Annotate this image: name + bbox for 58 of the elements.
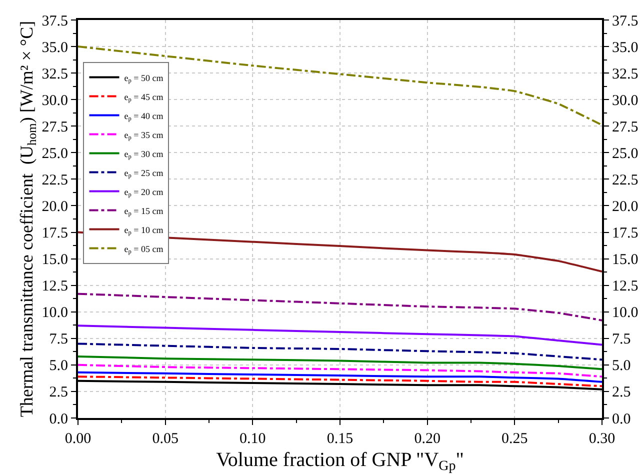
y2-tick-label: 0.0 bbox=[612, 411, 631, 428]
legend-label: e$_{p}$ = 25 cm bbox=[124, 168, 164, 180]
x-tick-label: 0.20 bbox=[414, 431, 440, 447]
x-tick-label: 0.05 bbox=[152, 431, 178, 447]
line-series bbox=[78, 46, 602, 126]
y-tick-label: 17.5 bbox=[42, 226, 68, 242]
y2-tick-label: 35.0 bbox=[612, 40, 638, 56]
legend-label: e$_{p}$ = 20 cm bbox=[124, 186, 164, 199]
y-tick-label: 10.0 bbox=[42, 305, 68, 322]
x-tick-label: 0.10 bbox=[240, 431, 266, 447]
line-series bbox=[78, 364, 602, 378]
y-tick-label: 25.0 bbox=[42, 146, 68, 162]
y2-tick-label: 15.0 bbox=[612, 252, 638, 268]
y-tick-label: 22.5 bbox=[42, 172, 68, 188]
x-tick-label: 0.30 bbox=[588, 431, 616, 447]
y2-tick-label: 5.0 bbox=[612, 358, 631, 374]
y2-tick-label: 32.5 bbox=[612, 66, 638, 82]
x-axis-title: Volume fraction of GNP "V$_{Gp}$" bbox=[216, 448, 464, 474]
y2-tick-label: 2.5 bbox=[612, 384, 631, 401]
line-series bbox=[78, 376, 602, 388]
line-series bbox=[78, 342, 602, 361]
y2-tick-label: 37.5 bbox=[612, 13, 638, 30]
y-tick-label: 20.0 bbox=[42, 198, 68, 215]
legend-label: e$_{p}$ = 10 cm bbox=[124, 224, 164, 237]
line-series bbox=[78, 355, 602, 370]
y-tick-label: 35.0 bbox=[42, 40, 68, 56]
y-tick-label: 15.0 bbox=[42, 252, 68, 268]
y-tick-label: 30.0 bbox=[42, 92, 68, 109]
legend-label: e$_{p}$ = 40 cm bbox=[124, 110, 164, 123]
y2-tick-label: 12.5 bbox=[612, 278, 638, 295]
y2-tick-label: 27.5 bbox=[612, 119, 638, 136]
legend-label: e$_{p}$ = 30 cm bbox=[124, 148, 164, 161]
y-tick-label: 5.0 bbox=[49, 358, 68, 374]
legend-label: e$_{p}$ = 35 cm bbox=[124, 130, 164, 142]
legend-label: e$_{p}$ = 15 cm bbox=[124, 206, 164, 218]
legend-label: e$_{p}$ = 05 cm bbox=[124, 244, 164, 256]
line-series bbox=[78, 292, 602, 322]
y-tick-label: 7.5 bbox=[49, 332, 68, 348]
y2-tick-label: 30.0 bbox=[612, 92, 638, 109]
line-series bbox=[78, 324, 602, 346]
y2-tick-label: 10.0 bbox=[612, 305, 638, 322]
legend-label: e$_{p}$ = 50 cm bbox=[124, 72, 164, 85]
y-tick-label: 37.5 bbox=[42, 13, 68, 30]
y2-tick-label: 22.5 bbox=[612, 172, 638, 188]
x-tick-label: 0.00 bbox=[64, 431, 92, 447]
y2-tick-label: 25.0 bbox=[612, 146, 638, 162]
y-tick-label: 27.5 bbox=[42, 119, 68, 136]
x-tick-label: 0.25 bbox=[502, 431, 528, 447]
legend-label: e$_{p}$ = 45 cm bbox=[124, 92, 164, 104]
y-tick-label: 12.5 bbox=[42, 278, 68, 295]
y2-tick-label: 7.5 bbox=[612, 332, 631, 348]
y-tick-label: 2.5 bbox=[49, 384, 68, 401]
y2-tick-label: 20.0 bbox=[612, 198, 638, 215]
x-tick-label: 0.15 bbox=[326, 431, 354, 447]
y2-tick-label: 17.5 bbox=[612, 226, 638, 242]
y-tick-label: 32.5 bbox=[42, 66, 68, 82]
line-series bbox=[78, 371, 602, 383]
y-tick-label: 0.0 bbox=[49, 411, 68, 428]
